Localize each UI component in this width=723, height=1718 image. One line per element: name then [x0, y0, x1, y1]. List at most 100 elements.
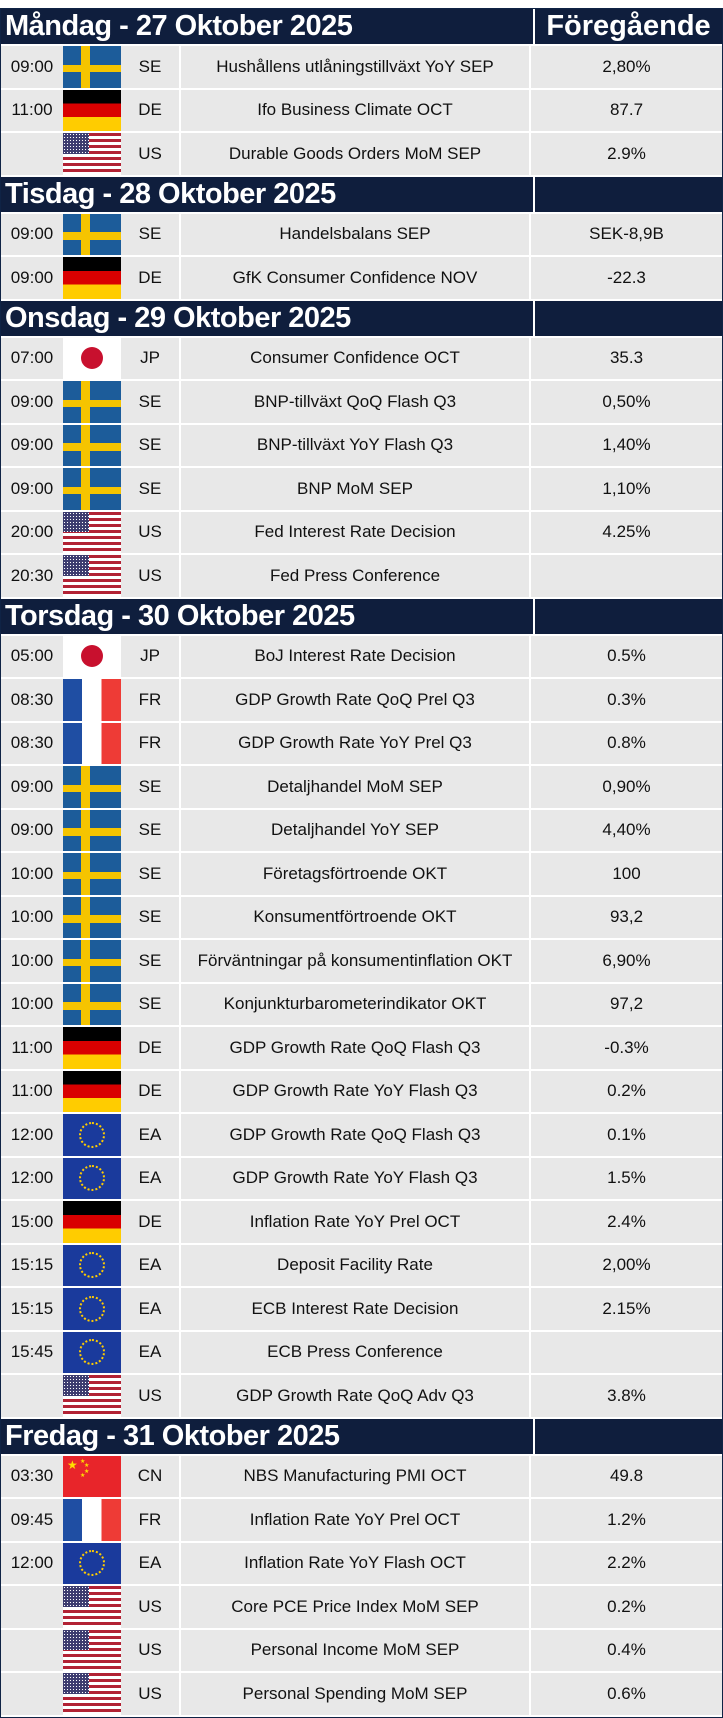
event-time: 20:30 — [10, 565, 54, 585]
france-flag-icon — [63, 722, 121, 764]
event-row[interactable]: 10:00 SE Förväntningar på konsumentinflati… — [1, 940, 722, 984]
event-row[interactable]: 11:00 DE GDP Growth Rate QoQ Flash Q3 -0.3% — [1, 1027, 722, 1071]
event-row[interactable]: US Core PCE Price Index MoM SEP 0.2% — [1, 1586, 722, 1630]
country-code: DE — [121, 257, 181, 299]
flag-cell — [63, 257, 121, 299]
previous-value: 2.4% — [607, 1211, 646, 1231]
event-row[interactable]: 09:00 DE GfK Consumer Confidence NOV -22.3 — [1, 257, 722, 301]
flag-cell — [63, 1629, 121, 1671]
previous-value: 0.1% — [607, 1124, 646, 1144]
event-row[interactable]: 15:45 EA ECB Press Conference — [1, 1331, 722, 1375]
previous-value: 1.5% — [607, 1168, 646, 1188]
event-row[interactable]: 12:00 EA GDP Growth Rate QoQ Flash Q3 0.1% — [1, 1114, 722, 1158]
japan-flag-icon — [63, 635, 121, 677]
event-row[interactable]: 11:00 DE GDP Growth Rate YoY Flash Q3 0.2% — [1, 1070, 722, 1114]
event-name: Durable Goods Orders MoM SEP — [181, 133, 531, 175]
event-row[interactable]: 10:00 SE Konjunkturbarometerindikator OKT 9… — [1, 983, 722, 1027]
flag-cell — [63, 468, 121, 510]
event-time: 20:00 — [10, 522, 54, 542]
country-code: US — [121, 1375, 181, 1417]
event-time — [1, 1586, 63, 1628]
event-time: 09:00 — [10, 776, 54, 796]
event-time: 10:00 — [10, 863, 54, 883]
event-name: GDP Growth Rate QoQ Adv Q3 — [181, 1375, 531, 1417]
event-time: 08:30 — [10, 733, 54, 753]
sweden-flag-icon — [63, 896, 121, 938]
event-row[interactable]: 10:00 SE Företagsförtroende OKT 100 — [1, 853, 722, 897]
euro-area-flag-icon — [63, 1244, 121, 1286]
event-row[interactable]: 03:30 ★ ★ ★ ★ ★ CN NBS Manufacturing PMI OCT 49.… — [1, 1455, 722, 1499]
country-code: US — [121, 1629, 181, 1671]
country-code: SE — [121, 381, 181, 423]
usa-flag-icon — [63, 133, 121, 175]
event-time: 09:00 — [10, 56, 54, 76]
event-row[interactable]: 09:00 SE Detaljhandel MoM SEP 0,90% — [1, 766, 722, 810]
event-row[interactable]: 15:15 EA Deposit Facility Rate 2,00% — [1, 1244, 722, 1288]
event-name: Core PCE Price Index MoM SEP — [181, 1586, 531, 1628]
country-code: EA — [121, 1542, 181, 1584]
country-code: EA — [121, 1288, 181, 1330]
event-row[interactable]: 12:00 EA GDP Growth Rate YoY Flash Q3 1.5% — [1, 1157, 722, 1201]
event-name: Konsumentförtroende OKT — [181, 896, 531, 938]
event-row[interactable]: 10:00 SE Konsumentförtroende OKT 93,2 — [1, 896, 722, 940]
previous-value: -0.3% — [604, 1037, 649, 1057]
flag-cell — [63, 1114, 121, 1156]
event-row[interactable]: 15:00 DE Inflation Rate YoY Prel OCT 2.4% — [1, 1201, 722, 1245]
day-header: Måndag - 27 Oktober 2025 Föregående — [1, 9, 722, 46]
euro-area-flag-icon — [63, 1114, 121, 1156]
event-row[interactable]: 09:00 SE BNP-tillväxt YoY Flash Q3 1,40% — [1, 424, 722, 468]
event-row[interactable]: 09:45 FR Inflation Rate YoY Prel OCT 1.2% — [1, 1499, 722, 1543]
previous-column-header — [535, 301, 722, 336]
event-row[interactable]: 12:00 EA Inflation Rate YoY Flash OCT 2.2% — [1, 1542, 722, 1586]
sweden-flag-icon — [63, 766, 121, 808]
country-code: US — [121, 555, 181, 597]
event-row[interactable]: 08:30 FR GDP Growth Rate YoY Prel Q3 0.8% — [1, 722, 722, 766]
event-row[interactable]: US Personal Spending MoM SEP 0.6% — [1, 1673, 722, 1717]
event-row[interactable]: 07:00 JP Consumer Confidence OCT 35.3 — [1, 337, 722, 381]
event-row[interactable]: 08:30 FR GDP Growth Rate QoQ Prel Q3 0.3% — [1, 679, 722, 723]
event-row[interactable]: 09:00 SE Handelsbalans SEP SEK-8,9B — [1, 213, 722, 257]
event-name: Consumer Confidence OCT — [181, 337, 531, 379]
event-row[interactable]: US Durable Goods Orders MoM SEP 2.9% — [1, 133, 722, 177]
germany-flag-icon — [63, 257, 121, 299]
flag-cell — [63, 213, 121, 255]
event-time: 09:00 — [10, 391, 54, 411]
event-time — [1, 133, 63, 175]
economic-calendar: Måndag - 27 Oktober 2025 Föregående 09:00 S… — [0, 8, 723, 1718]
event-row[interactable]: 20:30 US Fed Press Conference — [1, 555, 722, 599]
day-header: Tisdag - 28 Oktober 2025 — [1, 176, 722, 214]
event-row[interactable]: US GDP Growth Rate QoQ Adv Q3 3.8% — [1, 1375, 722, 1419]
event-time: 10:00 — [10, 907, 54, 927]
event-name: Detaljhandel MoM SEP — [181, 766, 531, 808]
sweden-flag-icon — [63, 468, 121, 510]
previous-value: 2,00% — [602, 1255, 651, 1275]
flag-cell — [63, 635, 121, 677]
event-name: Personal Income MoM SEP — [181, 1629, 531, 1671]
event-row[interactable]: 05:00 JP BoJ Interest Rate Decision 0.5% — [1, 635, 722, 679]
event-row[interactable]: 09:00 SE Detaljhandel YoY SEP 4,40% — [1, 809, 722, 853]
previous-value: 0.6% — [607, 1683, 646, 1703]
previous-value: 0.2% — [607, 1596, 646, 1616]
sweden-flag-icon — [63, 940, 121, 982]
event-time: 03:30 — [10, 1466, 54, 1486]
event-name: ECB Press Conference — [181, 1331, 531, 1373]
country-code: US — [121, 1586, 181, 1628]
previous-value: 87.7 — [609, 100, 644, 120]
previous-value: 97,2 — [609, 994, 644, 1014]
event-row[interactable]: 09:00 SE Hushållens utlåningstillväxt YoY … — [1, 46, 722, 90]
event-time: 09:00 — [10, 224, 54, 244]
previous-value: 6,90% — [602, 950, 651, 970]
event-row[interactable]: 09:00 SE BNP-tillväxt QoQ Flash Q3 0,50% — [1, 381, 722, 425]
day-header: Torsdag - 30 Oktober 2025 — [1, 598, 722, 636]
flag-cell — [63, 853, 121, 895]
day-header: Onsdag - 29 Oktober 2025 — [1, 300, 722, 338]
event-row[interactable]: 20:00 US Fed Interest Rate Decision 4.25% — [1, 511, 722, 555]
event-row[interactable]: US Personal Income MoM SEP 0.4% — [1, 1629, 722, 1673]
event-name: GDP Growth Rate QoQ Flash Q3 — [181, 1027, 531, 1069]
event-row[interactable]: 15:15 EA ECB Interest Rate Decision 2.15% — [1, 1288, 722, 1332]
country-code: SE — [121, 983, 181, 1025]
day-title: Tisdag - 28 Oktober 2025 — [1, 176, 535, 212]
event-row[interactable]: 11:00 DE Ifo Business Climate OCT 87.7 — [1, 89, 722, 133]
event-name: Detaljhandel YoY SEP — [181, 809, 531, 851]
event-row[interactable]: 09:00 SE BNP MoM SEP 1,10% — [1, 468, 722, 512]
